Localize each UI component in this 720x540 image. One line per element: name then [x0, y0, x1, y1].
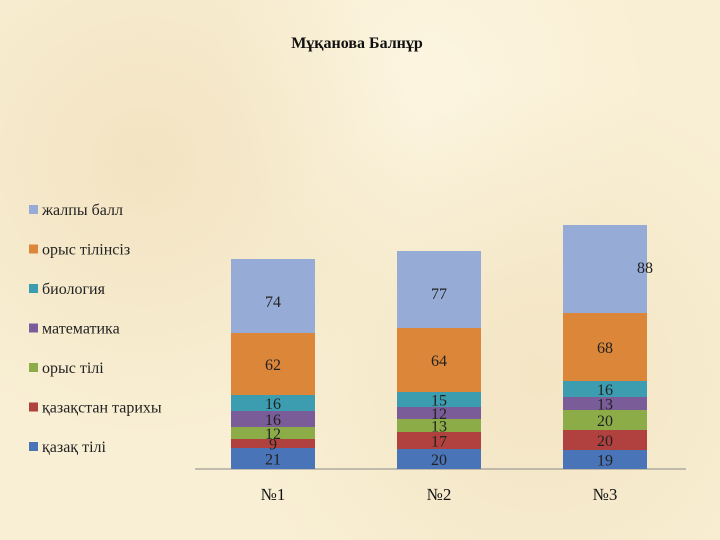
- bar-segment: [231, 259, 315, 333]
- bar-segment: [563, 313, 647, 381]
- bars-group: 2191216166274№120171312156477№2192020131…: [231, 225, 653, 504]
- legend-label: қазақ тілі: [42, 439, 106, 456]
- data-label: 62: [265, 357, 281, 374]
- category-label: №1: [261, 485, 286, 504]
- bar-segment: [397, 419, 481, 432]
- bar-segment: [231, 439, 315, 448]
- data-label: 9: [269, 437, 277, 454]
- data-label: 15: [431, 393, 447, 410]
- bar-segment: [231, 427, 315, 439]
- bar-segment: [231, 411, 315, 427]
- data-label: 74: [265, 294, 281, 311]
- legend-swatch: [29, 402, 38, 412]
- data-label: 17: [431, 434, 447, 451]
- data-label: 88: [637, 260, 653, 277]
- bar-segment: [397, 407, 481, 419]
- legend-swatch: [29, 205, 38, 214]
- legend-label: жалпы балл: [41, 202, 123, 219]
- legend-label: қазақстан тарихы: [42, 400, 162, 417]
- legend-label: биология: [42, 281, 106, 298]
- data-label: 21: [265, 452, 281, 469]
- bar-segment: [397, 432, 481, 449]
- legend-label: орыс тілі: [42, 360, 104, 377]
- legend-label: математика: [42, 321, 120, 338]
- chart-title: Мұқанова Балнұр: [291, 35, 423, 52]
- bar-segment: [563, 410, 647, 430]
- bar-segment: [231, 333, 315, 395]
- category-label: №3: [593, 485, 618, 504]
- legend-swatch: [29, 442, 38, 451]
- legend-swatch: [29, 284, 38, 293]
- data-label: 64: [431, 353, 447, 370]
- legend-swatch: [29, 363, 38, 372]
- data-label: 12: [265, 426, 281, 443]
- data-label: 20: [597, 413, 613, 430]
- data-label: 20: [431, 452, 447, 469]
- legend-label: орыс тілінсіз: [42, 242, 130, 259]
- data-label: 13: [431, 419, 447, 436]
- data-label: 13: [597, 397, 613, 414]
- legend: жалпы балл орыс тілінсіз биология математик…: [29, 202, 162, 456]
- data-label: 12: [431, 406, 447, 423]
- data-label: 68: [597, 340, 613, 357]
- data-label: 77: [431, 286, 447, 303]
- bar-segment: [397, 449, 481, 469]
- data-label: 20: [597, 433, 613, 450]
- legend-swatch: [29, 323, 38, 333]
- data-label: 16: [265, 412, 281, 429]
- bar-segment: [231, 395, 315, 411]
- bar-segment: [563, 381, 647, 397]
- category-label: №2: [427, 485, 452, 504]
- bar-segment: [397, 392, 481, 407]
- bar-segment: [563, 225, 647, 313]
- bar-segment: [563, 397, 647, 410]
- data-label: 16: [265, 396, 281, 413]
- data-label: 16: [597, 382, 613, 399]
- data-label: 19: [597, 453, 613, 470]
- bar-segment: [231, 448, 315, 469]
- bar-segment: [563, 430, 647, 450]
- bar-segment: [397, 251, 481, 328]
- legend-swatch: [29, 244, 38, 254]
- bar-segment: [397, 328, 481, 392]
- bar-segment: [563, 450, 647, 469]
